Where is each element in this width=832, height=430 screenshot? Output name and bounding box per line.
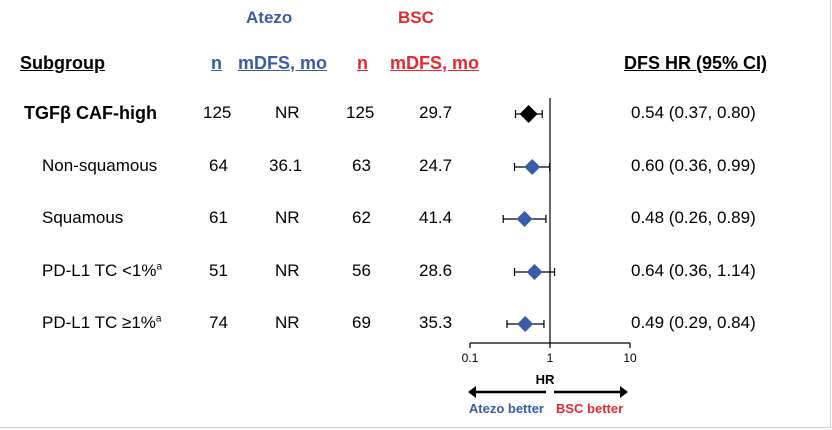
x-tick-label: 10: [623, 351, 637, 365]
bsc-n-column-header: n: [357, 53, 368, 73]
atezo-n-cell: 64: [209, 156, 228, 175]
bsc-mdfs-cell: 24.7: [419, 156, 453, 175]
bsc-mdfs-column-header: mDFS, mo: [390, 53, 480, 73]
subgroup-label: Squamous: [42, 208, 124, 227]
atezo-better-label: Atezo better: [469, 401, 544, 416]
atezo-mdfs-cell: 36.1: [269, 156, 303, 175]
subgroup-label: PD-L1 TC ≥1%a: [42, 313, 162, 332]
direction-arrows: [468, 386, 628, 398]
hr-ci-cell: 0.48 (0.26, 0.89): [631, 208, 756, 227]
atezo-mdfs-cell: NR: [275, 103, 300, 122]
bsc-n-cell: 69: [352, 313, 371, 332]
bsc-mdfs-cell: 41.4: [419, 208, 453, 227]
atezo-mdfs-cell: NR: [275, 208, 300, 227]
bsc-group-header: BSC: [398, 8, 434, 27]
bsc-mdfs-cell: 29.7: [419, 103, 453, 122]
subgroup-label: PD-L1 TC <1%a: [42, 261, 163, 280]
x-tick-label: 0.1: [462, 351, 479, 365]
atezo-n-column-header: n: [211, 53, 222, 73]
x-axis-label: HR: [536, 372, 555, 387]
subgroup-column-header: Subgroup: [20, 53, 105, 73]
bsc-mdfs-cell: 28.6: [419, 261, 453, 280]
hr-ci-cell: 0.60 (0.36, 0.99): [631, 156, 756, 175]
overall-hr-marker: [519, 105, 538, 123]
subgroup-label: Non-squamous: [42, 156, 158, 175]
bsc-n-cell: 62: [352, 208, 371, 227]
atezo-n-cell: 51: [209, 261, 228, 280]
bsc-n-cell: 56: [352, 261, 371, 280]
right-arrow-head: [620, 386, 628, 398]
x-axis-ticks: 0.1 1 10: [462, 343, 637, 365]
atezo-n-cell: 61: [209, 208, 228, 227]
atezo-mdfs-cell: NR: [275, 261, 300, 280]
hr-ci-column-header: DFS HR (95% CI): [624, 53, 768, 73]
subgroup-hr-marker: [524, 159, 541, 175]
hr-ci-cell: 0.49 (0.29, 0.84): [631, 313, 756, 332]
atezo-mdfs-cell: NR: [275, 313, 300, 332]
atezo-group-header: Atezo: [246, 8, 293, 27]
x-tick-label: 1: [547, 351, 554, 365]
atezo-mdfs-column-header: mDFS, mo: [238, 53, 328, 73]
left-arrow-head: [468, 386, 476, 398]
bsc-mdfs-cell: 35.3: [419, 313, 453, 332]
subgroup-hr-marker: [526, 264, 543, 280]
hr-ci-cell: 0.64 (0.36, 1.14): [631, 261, 756, 280]
footnote-marker: a: [155, 313, 162, 325]
atezo-n-cell: 125: [203, 103, 232, 122]
subgroup-hr-marker: [517, 316, 534, 332]
footnote-marker: a: [156, 261, 163, 273]
bsc-n-cell: 63: [352, 156, 371, 175]
bsc-n-cell: 125: [346, 103, 375, 122]
atezo-n-cell: 74: [209, 313, 228, 332]
subgroup-label: TGFβ CAF-high: [24, 103, 157, 123]
subgroup-hr-marker: [516, 211, 533, 227]
hr-ci-cell: 0.54 (0.37, 0.80): [631, 103, 756, 122]
forest-marks: [502, 105, 556, 332]
bsc-better-label: BSC better: [556, 401, 623, 416]
